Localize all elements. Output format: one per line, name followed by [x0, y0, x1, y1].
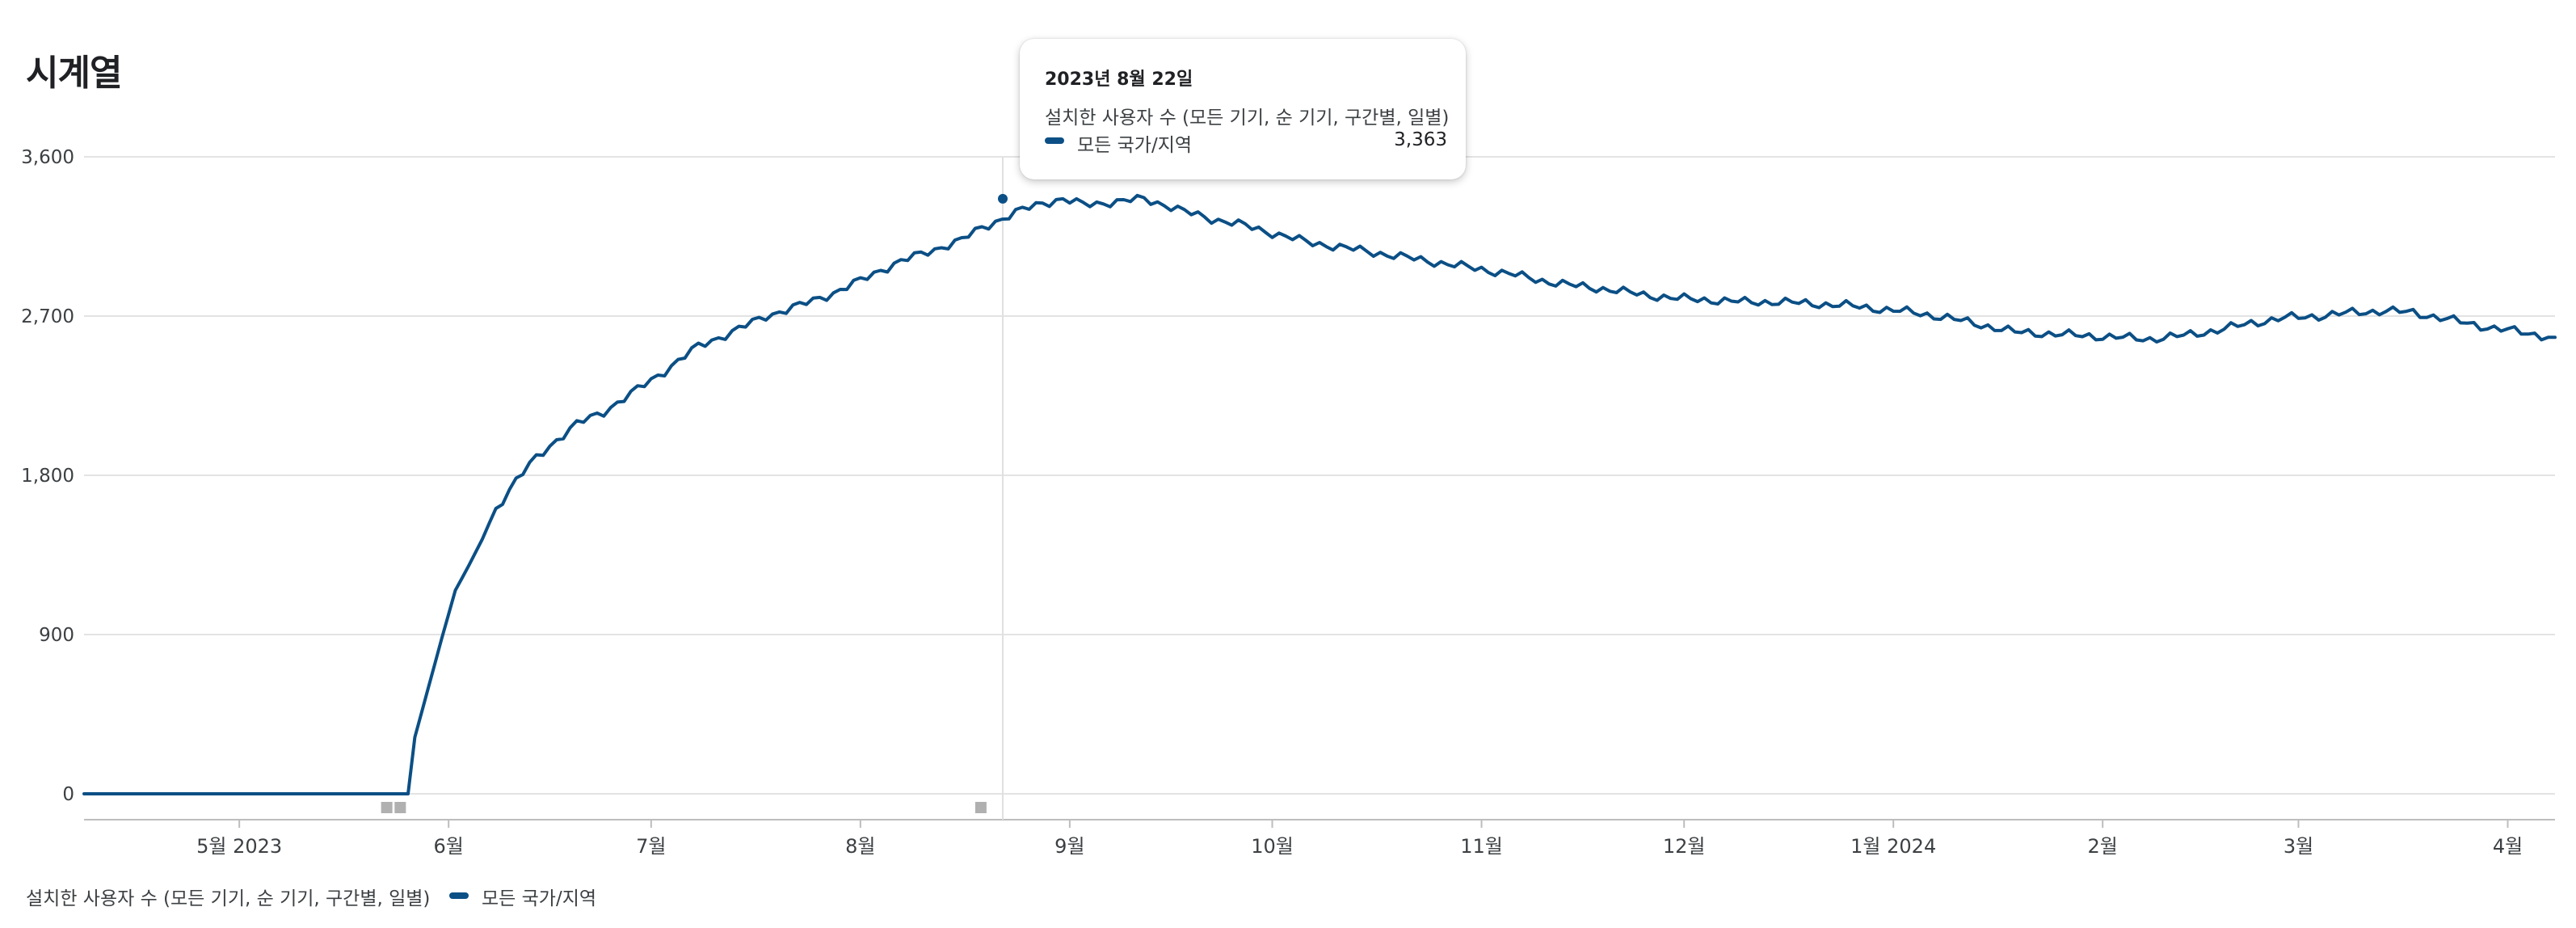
x-tick-label: 4월: [2493, 835, 2523, 858]
tooltip-series-row: 모든 국가/지역 3,363: [1045, 129, 1447, 156]
annotation-markers[interactable]: [381, 802, 987, 813]
y-tick-label: 3,600: [21, 147, 74, 168]
x-tick-label: 5월 2023: [196, 835, 282, 858]
annotation-marker[interactable]: [381, 802, 393, 813]
y-tick-label: 900: [39, 625, 74, 646]
tooltip-date: 2023년 8월 22일: [1045, 70, 1193, 90]
tooltip-series-value: 3,363: [1394, 129, 1447, 150]
x-tick-label: 11월: [1460, 835, 1503, 858]
x-tick-label: 3월: [2283, 835, 2313, 858]
x-tick-label: 10월: [1251, 835, 1294, 858]
chart-title: 시계열: [26, 53, 122, 94]
y-tick-label: 2,700: [21, 306, 74, 327]
annotation-marker[interactable]: [974, 802, 987, 813]
x-axis: 5월 2023 6월 7월 8월 9월 10월 11월 12월 1월 2024 2월 3월 4월: [196, 820, 2523, 858]
chart-tooltip: 2023년 8월 22일 설치한 사용자 수 (모든 기기, 순 기기, 구간별…: [1020, 39, 1466, 179]
tooltip-series-swatch: [1045, 137, 1064, 144]
y-tick-label: 1,800: [21, 466, 74, 487]
tooltip-series-name: 모든 국가/지역: [1077, 135, 1193, 156]
annotation-marker[interactable]: [394, 802, 406, 813]
x-tick-label: 8월: [845, 835, 875, 858]
x-tick-label: 6월: [434, 835, 464, 858]
legend-metric: 설치한 사용자 수 (모든 기기, 순 기기, 구간별, 일별): [26, 888, 431, 909]
x-tick-label: 9월: [1054, 835, 1084, 858]
x-tick-label: 2월: [2088, 835, 2118, 858]
x-tick-label: 1월 2024: [1850, 835, 1936, 858]
x-tick-label: 7월: [636, 835, 666, 858]
y-axis: 0 900 1,800 2,700 3,600: [21, 147, 74, 805]
legend-series-swatch[interactable]: [449, 892, 469, 899]
grid-layer: [84, 156, 2555, 820]
hover-point: [998, 193, 1008, 204]
series-line-all-countries[interactable]: [82, 193, 2557, 795]
y-tick-label: 0: [62, 784, 74, 805]
tooltip-metric: 설치한 사용자 수 (모든 기기, 순 기기, 구간별, 일별): [1045, 108, 1450, 129]
x-tick-label: 12월: [1663, 835, 1706, 858]
legend-series-name[interactable]: 모든 국가/지역: [482, 888, 597, 909]
